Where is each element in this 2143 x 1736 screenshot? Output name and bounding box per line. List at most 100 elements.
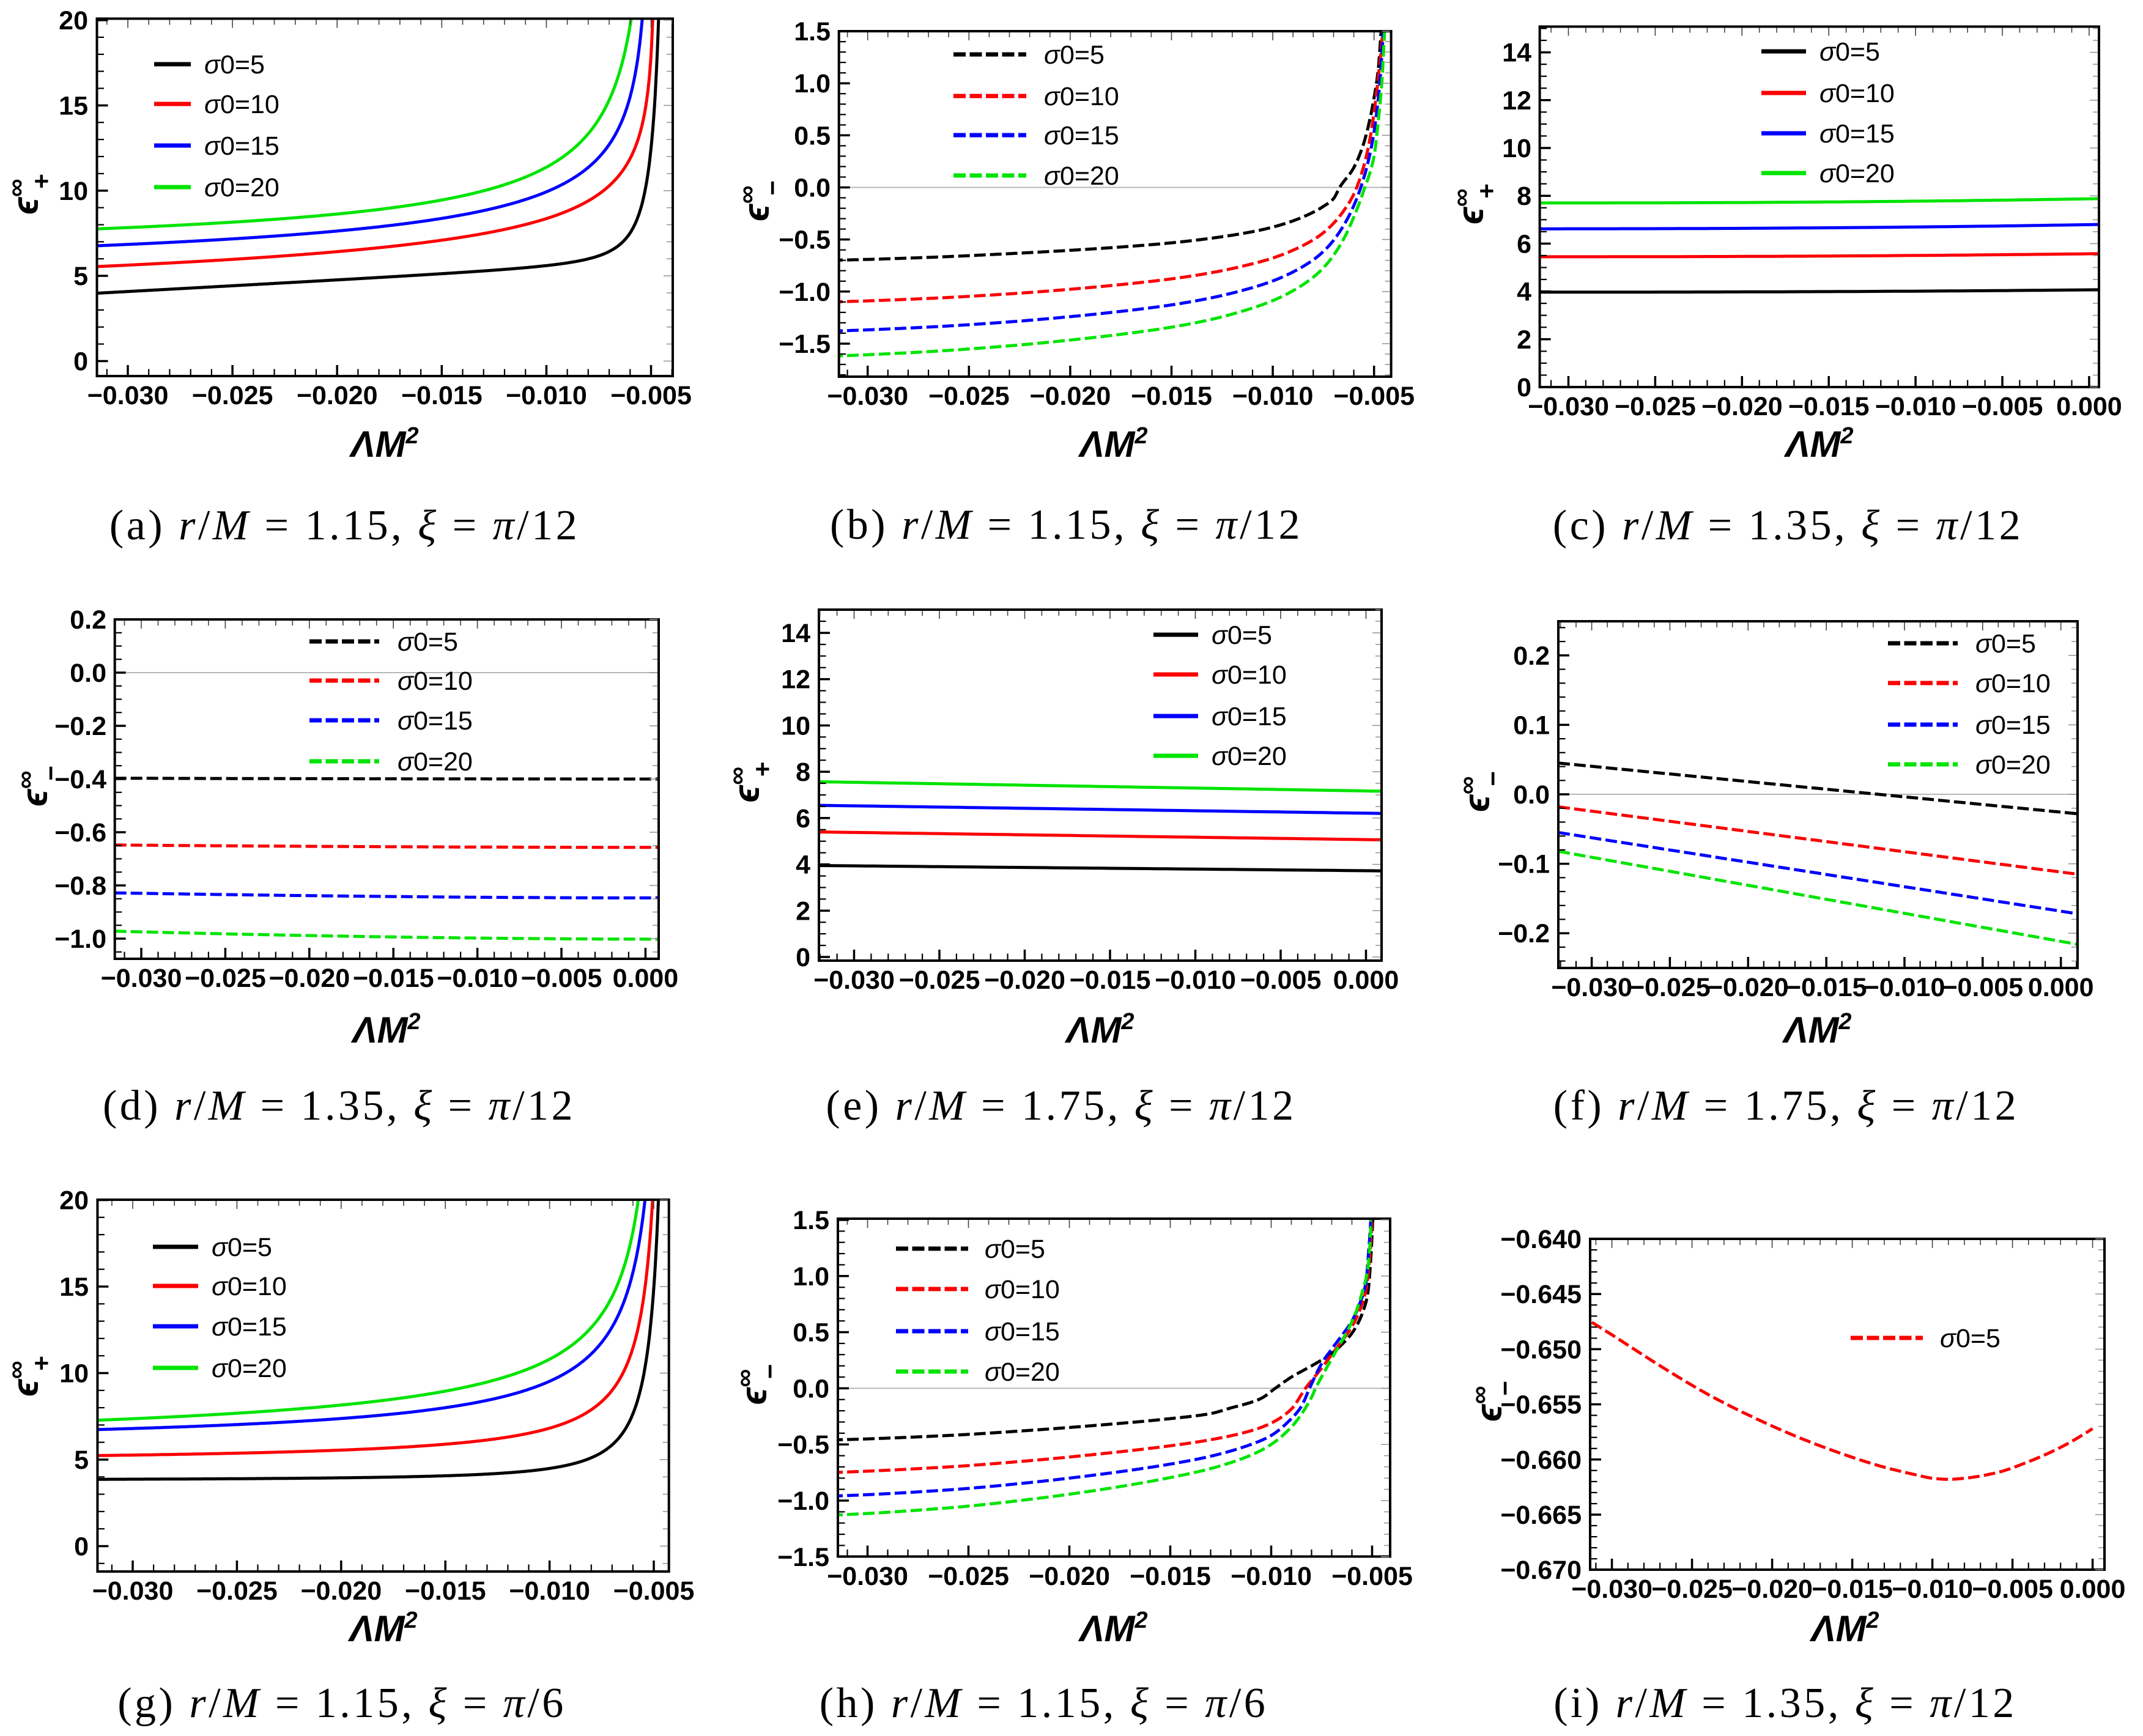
svg-text:6: 6 [1517, 229, 1531, 259]
svg-text:−0.8: −0.8 [54, 871, 106, 901]
svg-text:σ0=15: σ0=15 [204, 131, 279, 161]
svg-text:−0.010: −0.010 [1864, 973, 1945, 1002]
svg-text:2: 2 [796, 896, 810, 926]
svg-text:(i) r/M = 1.35, ξ = π/12: (i) r/M = 1.35, ξ = π/12 [1553, 1680, 2017, 1727]
svg-text:5: 5 [73, 262, 88, 291]
svg-text:−0.645: −0.645 [1500, 1280, 1582, 1309]
svg-text:σ0=20: σ0=20 [985, 1357, 1060, 1387]
svg-text:0: 0 [796, 943, 810, 972]
svg-text:−0.2: −0.2 [1498, 919, 1550, 948]
svg-text:−0.030: −0.030 [1571, 1575, 1653, 1604]
svg-text:σ0=10: σ0=10 [398, 667, 473, 696]
svg-text:−1.5: −1.5 [777, 1543, 829, 1572]
svg-text:−0.010: −0.010 [1875, 392, 1956, 421]
svg-text:0.000: 0.000 [2028, 973, 2094, 1002]
svg-text:−0.030: −0.030 [1551, 973, 1632, 1002]
svg-text:−0.030: −0.030 [1528, 392, 1609, 421]
svg-text:20: 20 [59, 1186, 89, 1216]
svg-text:(f) r/M = 1.75, ξ = π/12: (f) r/M = 1.75, ξ = π/12 [1553, 1082, 2019, 1129]
svg-text:(a) r/M = 1.15, ξ = π/12: (a) r/M = 1.15, ξ = π/12 [109, 502, 580, 549]
svg-text:−0.655: −0.655 [1500, 1391, 1582, 1420]
svg-text:0: 0 [74, 1532, 89, 1562]
svg-text:−0.005: −0.005 [1240, 966, 1322, 995]
svg-text:−0.5: −0.5 [777, 1430, 829, 1460]
svg-text:0.0: 0.0 [794, 174, 831, 203]
svg-text:σ0=5: σ0=5 [985, 1235, 1045, 1264]
svg-text:14: 14 [781, 619, 810, 648]
svg-text:0.5: 0.5 [793, 1318, 829, 1348]
svg-text:−0.640: −0.640 [1500, 1225, 1582, 1254]
svg-text:−0.030: −0.030 [813, 966, 895, 995]
svg-text:σ0=20: σ0=20 [1212, 742, 1287, 771]
svg-text:15: 15 [59, 91, 88, 120]
svg-text:0: 0 [73, 347, 88, 377]
svg-text:−0.020: −0.020 [984, 966, 1065, 995]
svg-text:−0.020: −0.020 [1731, 1575, 1813, 1604]
svg-text:−0.030: −0.030 [92, 1576, 174, 1606]
svg-text:0.000: 0.000 [2056, 392, 2122, 421]
svg-text:12: 12 [781, 665, 810, 695]
svg-text:−0.030: −0.030 [827, 1562, 908, 1591]
svg-text:−0.010: −0.010 [437, 964, 518, 993]
svg-text:σ0=20: σ0=20 [212, 1354, 287, 1383]
svg-text:−0.010: −0.010 [1892, 1575, 1973, 1604]
svg-text:0.0: 0.0 [793, 1374, 829, 1403]
svg-text:−0.020: −0.020 [1029, 1562, 1110, 1591]
svg-text:−0.025: −0.025 [928, 1562, 1009, 1591]
svg-text:−0.010: −0.010 [1231, 1562, 1312, 1591]
svg-text:−0.660: −0.660 [1500, 1446, 1582, 1475]
svg-text:−0.020: −0.020 [1030, 382, 1111, 411]
svg-text:−0.015: −0.015 [405, 1576, 486, 1606]
svg-text:σ0=15: σ0=15 [1044, 121, 1119, 150]
svg-text:−0.015: −0.015 [1812, 1575, 1893, 1604]
svg-text:−0.025: −0.025 [1615, 392, 1696, 421]
svg-text:1.5: 1.5 [794, 17, 831, 46]
svg-text:σ0=15: σ0=15 [1975, 711, 2051, 740]
svg-text:σ0=10: σ0=10 [204, 90, 279, 119]
svg-text:−0.020: −0.020 [268, 964, 350, 993]
svg-text:−0.025: −0.025 [192, 381, 273, 410]
svg-text:−0.670: −0.670 [1500, 1556, 1582, 1585]
svg-text:15: 15 [59, 1272, 89, 1302]
svg-text:−0.010: −0.010 [509, 1576, 590, 1606]
svg-text:σ0=5: σ0=5 [1212, 621, 1272, 650]
svg-text:−0.005: −0.005 [1331, 1562, 1413, 1591]
svg-text:−1.0: −1.0 [54, 925, 106, 954]
svg-text:4: 4 [1517, 278, 1531, 307]
svg-text:−1.5: −1.5 [779, 330, 831, 359]
svg-text:σ0=5: σ0=5 [398, 627, 458, 657]
svg-text:σ0=15: σ0=15 [985, 1317, 1060, 1346]
svg-text:σ0=20: σ0=20 [1975, 750, 2051, 780]
svg-text:−0.015: −0.015 [1788, 392, 1870, 421]
svg-text:σ0=5: σ0=5 [212, 1233, 272, 1262]
svg-text:(d) r/M = 1.35, ξ = π/12: (d) r/M = 1.35, ξ = π/12 [103, 1082, 576, 1129]
svg-text:5: 5 [74, 1446, 89, 1475]
svg-text:σ0=5: σ0=5 [1975, 629, 2036, 659]
svg-text:0.5: 0.5 [794, 121, 831, 150]
svg-text:−0.030: −0.030 [101, 964, 182, 993]
svg-text:−0.015: −0.015 [1070, 966, 1151, 995]
svg-text:−0.4: −0.4 [54, 765, 106, 794]
svg-text:σ0=10: σ0=10 [1975, 669, 2051, 698]
svg-text:0.000: 0.000 [1333, 966, 1399, 995]
svg-text:−0.015: −0.015 [1130, 1562, 1211, 1591]
svg-text:−1.0: −1.0 [777, 1487, 829, 1516]
svg-text:−0.005: −0.005 [610, 381, 692, 410]
svg-text:σ0=20: σ0=20 [1044, 161, 1119, 191]
svg-text:−0.030: −0.030 [87, 381, 169, 410]
svg-text:−0.005: −0.005 [1972, 1575, 2053, 1604]
svg-text:14: 14 [1502, 39, 1531, 68]
svg-text:−0.1: −0.1 [1498, 850, 1550, 879]
svg-text:−0.020: −0.020 [1701, 392, 1783, 421]
svg-text:0.000: 0.000 [613, 964, 679, 993]
svg-text:0.1: 0.1 [1513, 711, 1550, 740]
svg-text:0.000: 0.000 [2060, 1575, 2126, 1604]
svg-text:−0.020: −0.020 [300, 1576, 382, 1606]
svg-text:−0.025: −0.025 [1651, 1575, 1733, 1604]
svg-text:(c) r/M = 1.35, ξ = π/12: (c) r/M = 1.35, ξ = π/12 [1553, 502, 2023, 549]
svg-text:σ0=20: σ0=20 [204, 173, 279, 202]
svg-text:−0.030: −0.030 [827, 382, 908, 411]
svg-text:−0.6: −0.6 [54, 818, 106, 848]
svg-text:−0.005: −0.005 [521, 964, 602, 993]
svg-text:10: 10 [59, 177, 88, 206]
